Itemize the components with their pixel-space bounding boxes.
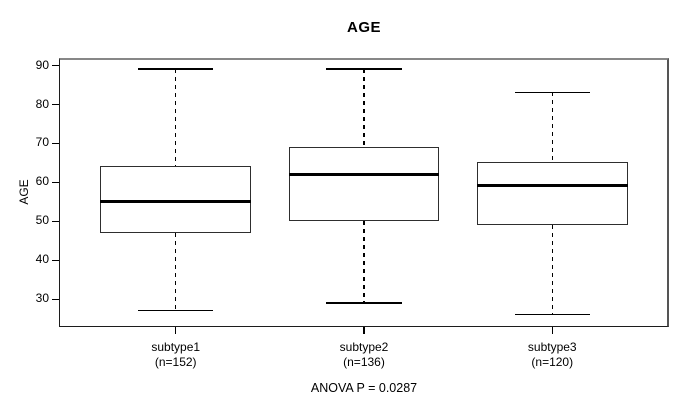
y-tick-label: 50 — [35, 213, 49, 228]
y-tick-mark — [52, 65, 59, 67]
y-tick-label: 40 — [35, 252, 49, 267]
y-tick-label: 90 — [35, 57, 49, 72]
y-tick-mark — [52, 259, 59, 262]
upper-whisker-line — [363, 68, 365, 147]
x-tick-mark — [551, 327, 553, 334]
x-tick-mark — [363, 327, 365, 334]
category-count: (n=120) — [531, 354, 574, 369]
iqr-box — [100, 166, 252, 233]
category-label: subtype3 (n=120) — [477, 340, 627, 369]
upper-whisker-line — [551, 92, 553, 163]
y-tick-mark — [52, 181, 59, 184]
lower-whisker-line — [363, 220, 365, 303]
y-tick-label: 80 — [35, 96, 49, 111]
median-line — [288, 172, 440, 176]
y-tick-mark — [52, 142, 59, 145]
chart-title: AGE — [346, 19, 381, 36]
y-tick-label: 70 — [35, 135, 49, 150]
lower-whisker-cap — [138, 309, 214, 312]
lower-whisker-line — [551, 224, 553, 315]
lower-whisker-cap — [514, 313, 590, 316]
plot-area: 30 40 50 60 70 80 90 subtype1 (n=152) subtype2 (n=… — [36, 58, 669, 369]
lower-whisker-cap — [326, 302, 402, 304]
category-count: (n=152) — [154, 354, 197, 369]
y-tick-mark — [52, 298, 59, 301]
y-tick-mark — [52, 220, 59, 223]
y-tick-label: 30 — [35, 291, 49, 306]
category-label: subtype1 (n=152) — [101, 340, 251, 369]
x-tick-mark — [175, 327, 177, 334]
category-name: subtype3 — [527, 340, 577, 354]
y-tick-label: 60 — [35, 174, 49, 189]
category-name: subtype1 — [151, 340, 201, 354]
median-line — [100, 199, 252, 203]
upper-whisker-cap — [514, 91, 590, 94]
category-count: (n=136) — [343, 354, 385, 369]
median-line — [476, 184, 628, 188]
lower-whisker-line — [175, 232, 177, 311]
anova-annotation: ANOVA P = 0.0287 — [310, 381, 418, 395]
category-label: subtype2 (n=136) — [289, 340, 439, 369]
plot-frame — [59, 58, 669, 327]
upper-whisker-line — [175, 68, 177, 167]
category-name: subtype2 — [339, 340, 389, 354]
iqr-box — [476, 162, 628, 225]
upper-whisker-cap — [138, 68, 214, 70]
iqr-box — [288, 146, 440, 221]
upper-whisker-cap — [326, 68, 402, 70]
y-tick-mark — [52, 104, 59, 106]
